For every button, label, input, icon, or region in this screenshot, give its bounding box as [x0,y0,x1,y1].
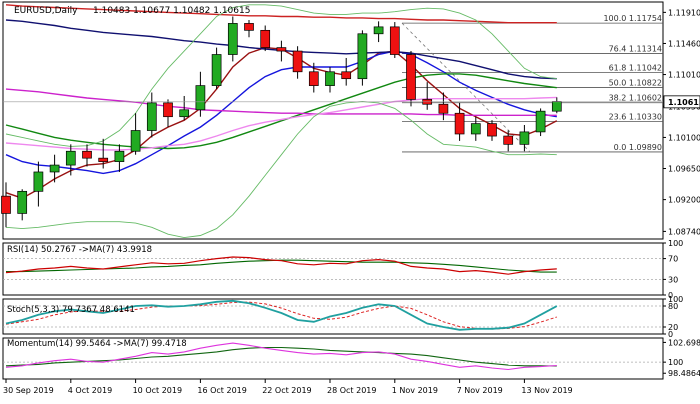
price-axis-tick-label: 1.11910 [668,8,700,17]
bullish-candle [50,165,59,172]
time-axis-label: 22 Oct 2019 [262,386,311,395]
bullish-candle [552,101,561,111]
time-axis-label: 13 Nov 2019 [521,386,572,395]
bearish-candle [293,51,302,72]
rsi-axis-tick-label: 30 [668,275,678,284]
time-axis-label: 7 Nov 2019 [457,386,503,395]
fibonacci-level-label: 23.6 1.10330 [609,113,662,122]
stochastic-indicator-label: Stoch(5,3,3) 79.7367 48.6141 [7,305,135,315]
time-axis-label: 4 Oct 2019 [68,386,112,395]
fibonacci-level-label: 38.2 1.10602 [609,94,662,103]
bearish-candle [2,196,11,213]
rsi-axis-tick-label: 100 [668,239,683,248]
bullish-candle [147,103,156,131]
bearish-candle [261,30,270,47]
fibonacci-level-label: 50.0 1.10822 [609,79,662,88]
bullish-candle [536,111,545,132]
bullish-candle [180,110,189,117]
fibonacci-level-label: 0.0 1.09890 [614,143,662,152]
bearish-candle [83,151,92,158]
bullish-candle [18,191,27,213]
bearish-candle [277,48,286,51]
bullish-candle [196,86,205,110]
bearish-candle [407,55,416,100]
bearish-candle [439,104,448,113]
bearish-candle [455,113,464,134]
price-axis-tick-label: 1.11010 [668,71,700,80]
bearish-candle [488,124,497,136]
fibonacci-level-label: 100.0 1.11754 [603,14,662,23]
bearish-candle [99,158,108,161]
fibonacci-level-label: 61.8 1.11042 [609,63,662,72]
ohlc-values-label: 1.10483 1.10677 1.10482 1.10615 [93,6,250,16]
bullish-candle [520,132,529,144]
price-axis-tick-label: 1.09650 [668,165,700,174]
stochastic-axis-tick-label: 80 [668,302,678,311]
bullish-candle [228,23,237,54]
bullish-candle [471,124,480,134]
bearish-candle [504,136,513,144]
momentum-axis-tick-label: 102.6987 [668,338,700,347]
bullish-candle [131,131,140,152]
bullish-candle [374,27,383,34]
bullish-candle [212,55,221,86]
price-axis-tick-label: 1.08740 [668,227,700,236]
momentum-axis-tick-label: 98.4864 [668,369,700,378]
bullish-candle [326,72,335,86]
price-axis-tick-label: 1.11460 [668,39,700,48]
bullish-candle [34,172,43,191]
rsi-indicator-label: RSI(14) 50.2767 ->MA(7) 43.9918 [7,245,152,255]
bearish-candle [342,72,351,79]
time-axis-label: 16 Oct 2019 [197,386,246,395]
bearish-candle [309,72,318,86]
bullish-candle [358,34,367,79]
bearish-candle [390,27,399,55]
momentum-axis-tick-label: 100 [668,358,683,367]
symbol-timeframe-label: EURUSD,Daily [14,6,78,16]
price-axis-tick-label: 1.09200 [668,196,700,205]
bullish-candle [66,151,75,165]
price-pane: 100.0 1.11754 76.4 1.11314 61.8 1.11042 50.… [2,2,700,239]
time-axis-label: 10 Oct 2019 [133,386,182,395]
time-axis-label: 30 Sep 2019 [3,386,54,395]
price-plot-frame [3,2,663,239]
fibonacci-level-label: 76.4 1.11314 [609,45,662,54]
bearish-candle [164,103,173,117]
price-axis-tick-label: 1.10100 [668,133,700,142]
bullish-candle [115,151,124,161]
current-price-label: 1.10615 [668,98,700,107]
momentum-indicator-label: Momentum(14) 99.5464 ->MA(7) 99.4718 [7,339,187,349]
bearish-candle [245,23,254,30]
time-axis: 30 Sep 2019 4 Oct 2019 10 Oct 2019 16 Oct 2… [3,379,573,395]
time-axis-label: 1 Nov 2019 [392,386,438,395]
rsi-axis-tick-label: 70 [668,255,678,264]
time-axis-label: 28 Oct 2019 [327,386,376,395]
